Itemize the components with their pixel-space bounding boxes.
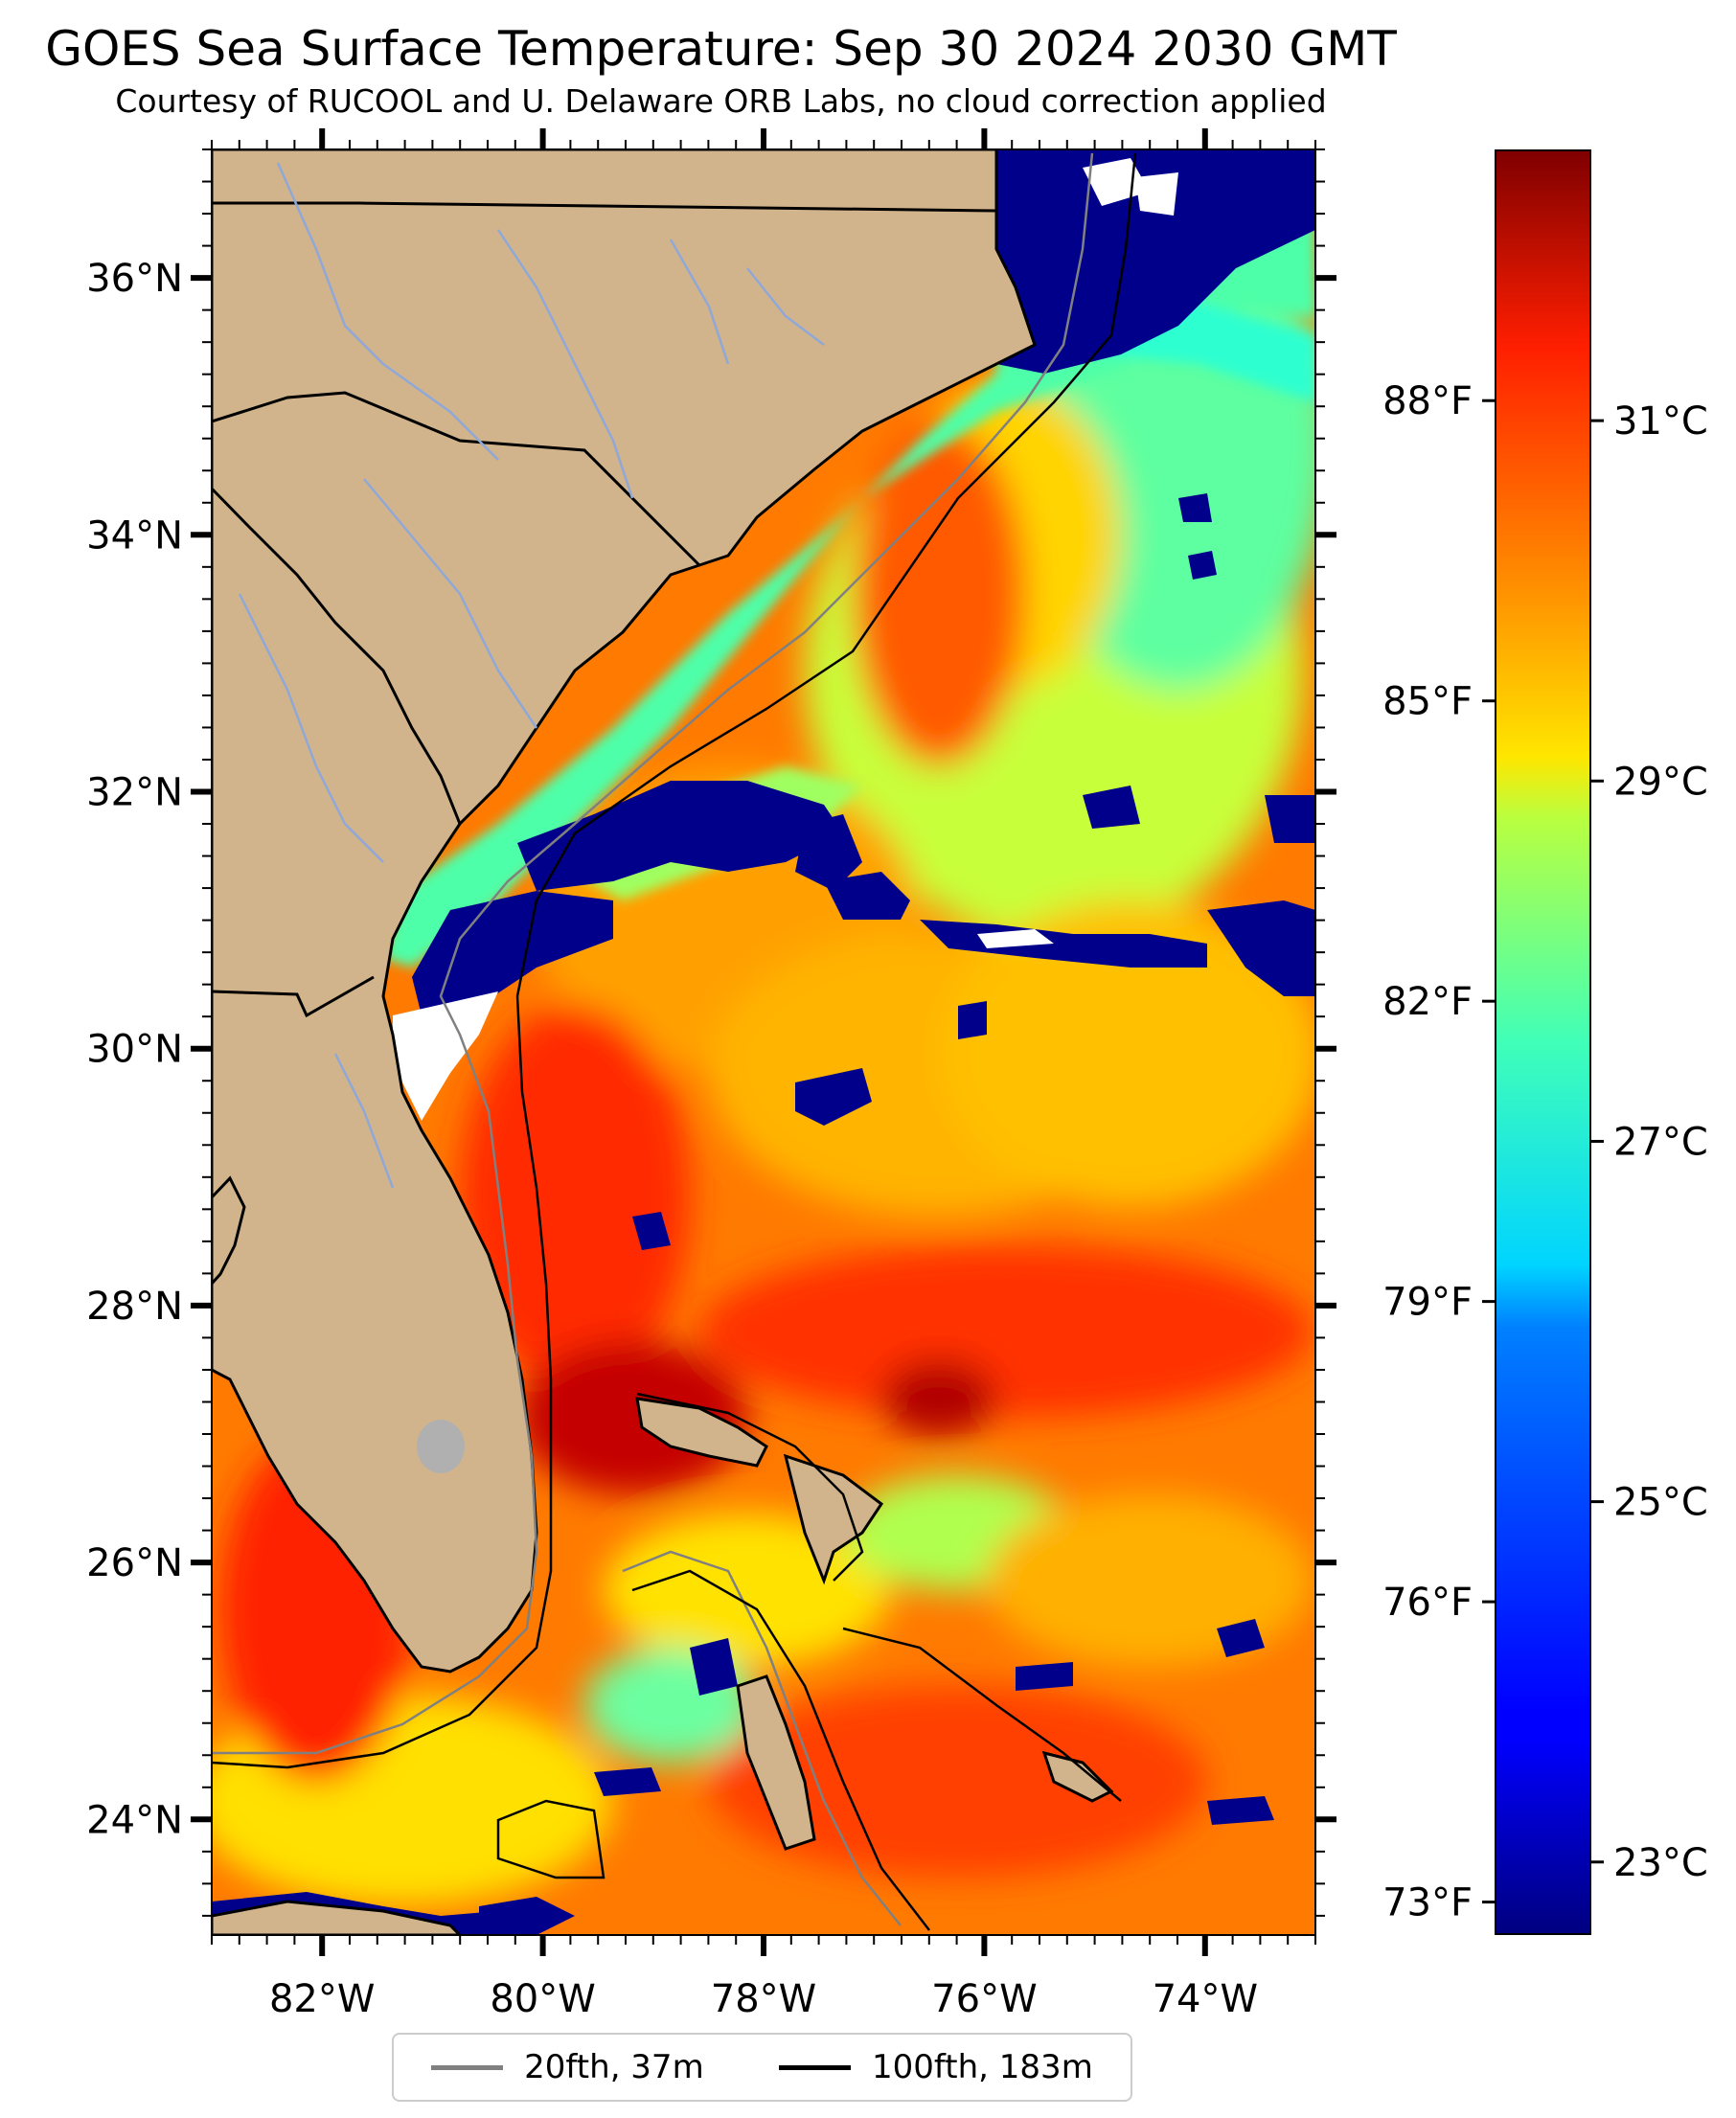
cb-fahrenheit-label-0: 88°F	[1382, 379, 1473, 423]
colorbar: 31°C 29°C 27°C 25°C 23°C 88°F 85°F 82°F 79°F 76°F…	[1382, 149, 1708, 1935]
lat-tick-label-4: 28°N	[86, 1285, 183, 1329]
lat-tick-label-0: 36°N	[86, 257, 183, 301]
isobath-20fth	[212, 152, 1094, 1755]
cb-fahrenheit-label-5: 73°F	[1382, 1881, 1473, 1925]
map-subtitle: Courtesy of RUCOOL and U. Delaware ORB L…	[115, 82, 1327, 120]
isobaths	[212, 152, 1137, 1931]
legend-item-20fth: 20fth, 37m	[431, 2048, 704, 2086]
legend-item-100fth: 100fth, 183m	[779, 2048, 1093, 2086]
lat-tick-label-6: 24°N	[86, 1798, 183, 1842]
cb-fahrenheit-label-1: 85°F	[1382, 680, 1473, 724]
cb-fahrenheit-label-2: 82°F	[1382, 980, 1473, 1024]
lat-tick-label-2: 32°N	[86, 771, 183, 815]
lat-tick-label-3: 30°N	[86, 1028, 183, 1072]
cb-celsius-label-2: 27°C	[1613, 1120, 1708, 1164]
legend-line-100fth	[779, 2064, 852, 2070]
legend-line-20fth	[431, 2064, 504, 2070]
lat-tick-label-1: 34°N	[86, 513, 183, 558]
lake-okeechobee	[417, 1420, 465, 1473]
isobath-100fth	[212, 152, 1137, 1769]
lat-tick-label-5: 26°N	[86, 1541, 183, 1585]
cb-celsius-label-3: 25°C	[1613, 1481, 1708, 1525]
cb-fahrenheit-label-4: 76°F	[1382, 1581, 1473, 1625]
colorbar-gradient	[1495, 149, 1591, 1935]
legend-label-20fth: 20fth, 37m	[524, 2048, 704, 2086]
lon-tick-label-0: 82°W	[269, 1977, 375, 2021]
lon-tick-label-3: 76°W	[931, 1977, 1037, 2021]
rivers	[238, 162, 825, 1189]
map-title: GOES Sea Surface Temperature: Sep 30 202…	[45, 21, 1397, 77]
no-data-mask	[393, 929, 1054, 1121]
cb-celsius-label-0: 31°C	[1613, 399, 1708, 444]
lon-tick-label-4: 74°W	[1153, 1977, 1258, 2021]
land	[212, 149, 1114, 1935]
isobath-legend: 20fth, 37m 100fth, 183m	[392, 2033, 1132, 2102]
cb-celsius-label-1: 29°C	[1613, 760, 1708, 804]
map-ticks: 36°N 34°N 32°N 30°N 28°N 26°N 24°N 82°W 80°W 78°W…	[86, 128, 1336, 2021]
lon-tick-label-2: 78°W	[711, 1977, 816, 2021]
cb-fahrenheit-label-3: 79°F	[1382, 1281, 1473, 1325]
legend-label-100fth: 100fth, 183m	[872, 2048, 1093, 2086]
lon-tick-label-1: 80°W	[490, 1977, 595, 2021]
cb-celsius-label-4: 23°C	[1613, 1841, 1708, 1885]
cloud-mask	[212, 149, 1315, 1935]
